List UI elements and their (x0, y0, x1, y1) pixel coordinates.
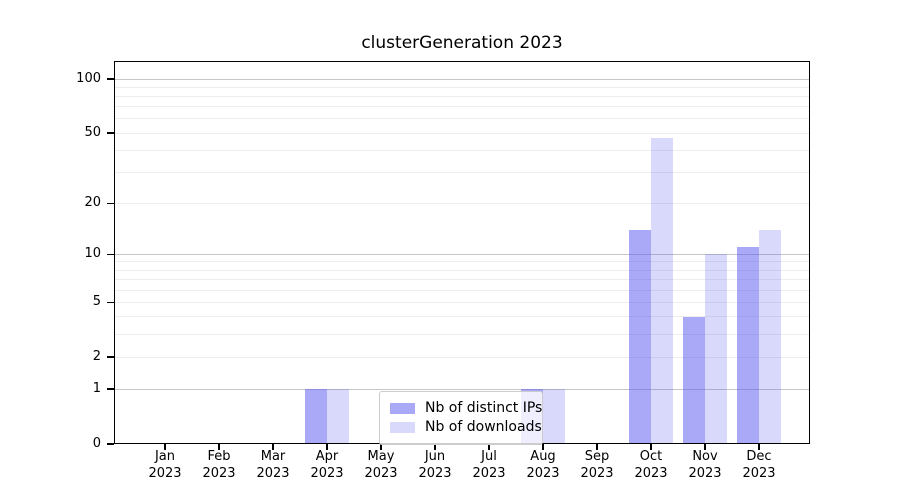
gridline-minor (114, 269, 810, 271)
legend: Nb of distinct IPs Nb of downloads (379, 391, 543, 445)
gridline-major (114, 78, 810, 80)
y-tick-mark (107, 132, 114, 134)
y-tick-mark (107, 388, 114, 390)
x-tick-mark (596, 444, 598, 450)
gridline-minor (114, 132, 810, 134)
y-tick-label: 0 (92, 436, 101, 451)
x-tick-mark (380, 444, 382, 450)
y-tick-label: 5 (92, 294, 101, 310)
legend-label-downloads: Nb of downloads (425, 419, 542, 435)
x-tick-mark (434, 444, 436, 450)
legend-item-downloads: Nb of downloads (390, 419, 542, 436)
y-tick-mark (107, 443, 114, 445)
gridline-minor (114, 279, 810, 281)
x-tick-label: Jun 2023 (418, 449, 452, 481)
gridline-minor (114, 261, 810, 263)
x-tick-label: Oct 2023 (634, 449, 668, 481)
y-tick-label: 100 (76, 71, 101, 86)
bar-distinct-ips-dec (737, 247, 759, 444)
y-tick-label: 20 (84, 195, 101, 211)
chart-title: clusterGeneration 2023 (361, 33, 563, 53)
x-tick-mark (326, 444, 328, 450)
legend-swatch-distinct-ips (390, 403, 415, 414)
gridline-minor (114, 301, 810, 303)
gridline-minor (114, 289, 810, 291)
bar-downloads-nov (705, 254, 727, 444)
x-tick-mark (272, 444, 274, 450)
bar-distinct-ips-nov (683, 316, 705, 444)
x-tick-label: Dec 2023 (742, 449, 776, 481)
bar-distinct-ips-apr (305, 389, 327, 444)
x-tick-label: May 2023 (364, 449, 398, 481)
y-tick-mark (107, 301, 114, 303)
x-tick-label: Jan 2023 (148, 449, 182, 481)
x-tick-mark (704, 444, 706, 450)
y-tick-label: 50 (84, 125, 101, 141)
gridline-minor (114, 316, 810, 318)
gridline-minor (114, 202, 810, 204)
bar-downloads-aug (543, 389, 565, 444)
x-tick-label: Aug 2023 (526, 449, 560, 481)
y-tick-mark (107, 253, 114, 256)
gridline-minor (114, 118, 810, 120)
x-tick-label: Jul 2023 (472, 449, 506, 481)
gridline-minor (114, 356, 810, 358)
x-tick-label: Nov 2023 (688, 449, 722, 481)
gridline-minor (114, 333, 810, 335)
x-tick-label: Apr 2023 (310, 449, 344, 481)
gridline-minor (114, 86, 810, 88)
bar-downloads-oct (651, 137, 673, 444)
gridline-major (114, 388, 810, 390)
gridline-major (114, 253, 810, 255)
y-tick-label: 10 (84, 246, 101, 262)
x-tick-mark (758, 444, 760, 450)
y-tick-label: 2 (92, 349, 101, 365)
y-tick-mark (107, 78, 114, 80)
gridline-minor (114, 149, 810, 151)
y-tick-mark (107, 202, 114, 204)
x-tick-mark (542, 444, 544, 450)
bar-downloads-dec (759, 229, 781, 444)
legend-label-distinct-ips: Nb of distinct IPs (425, 400, 543, 416)
legend-swatch-downloads (390, 422, 415, 433)
gridline-minor (114, 95, 810, 97)
y-tick-mark (107, 356, 114, 358)
gridline-minor (114, 171, 810, 173)
x-tick-mark (218, 444, 220, 450)
legend-item-distinct-ips: Nb of distinct IPs (390, 400, 542, 417)
bar-distinct-ips-oct (629, 229, 651, 444)
bar-downloads-apr (327, 389, 349, 444)
x-tick-mark (488, 444, 490, 450)
x-tick-label: Sep 2023 (580, 449, 614, 481)
x-tick-mark (164, 444, 166, 450)
y-tick-label: 1 (92, 381, 101, 397)
gridline-minor (114, 106, 810, 108)
x-tick-label: Mar 2023 (256, 449, 290, 481)
x-tick-label: Feb 2023 (202, 449, 236, 481)
x-tick-mark (650, 444, 652, 450)
